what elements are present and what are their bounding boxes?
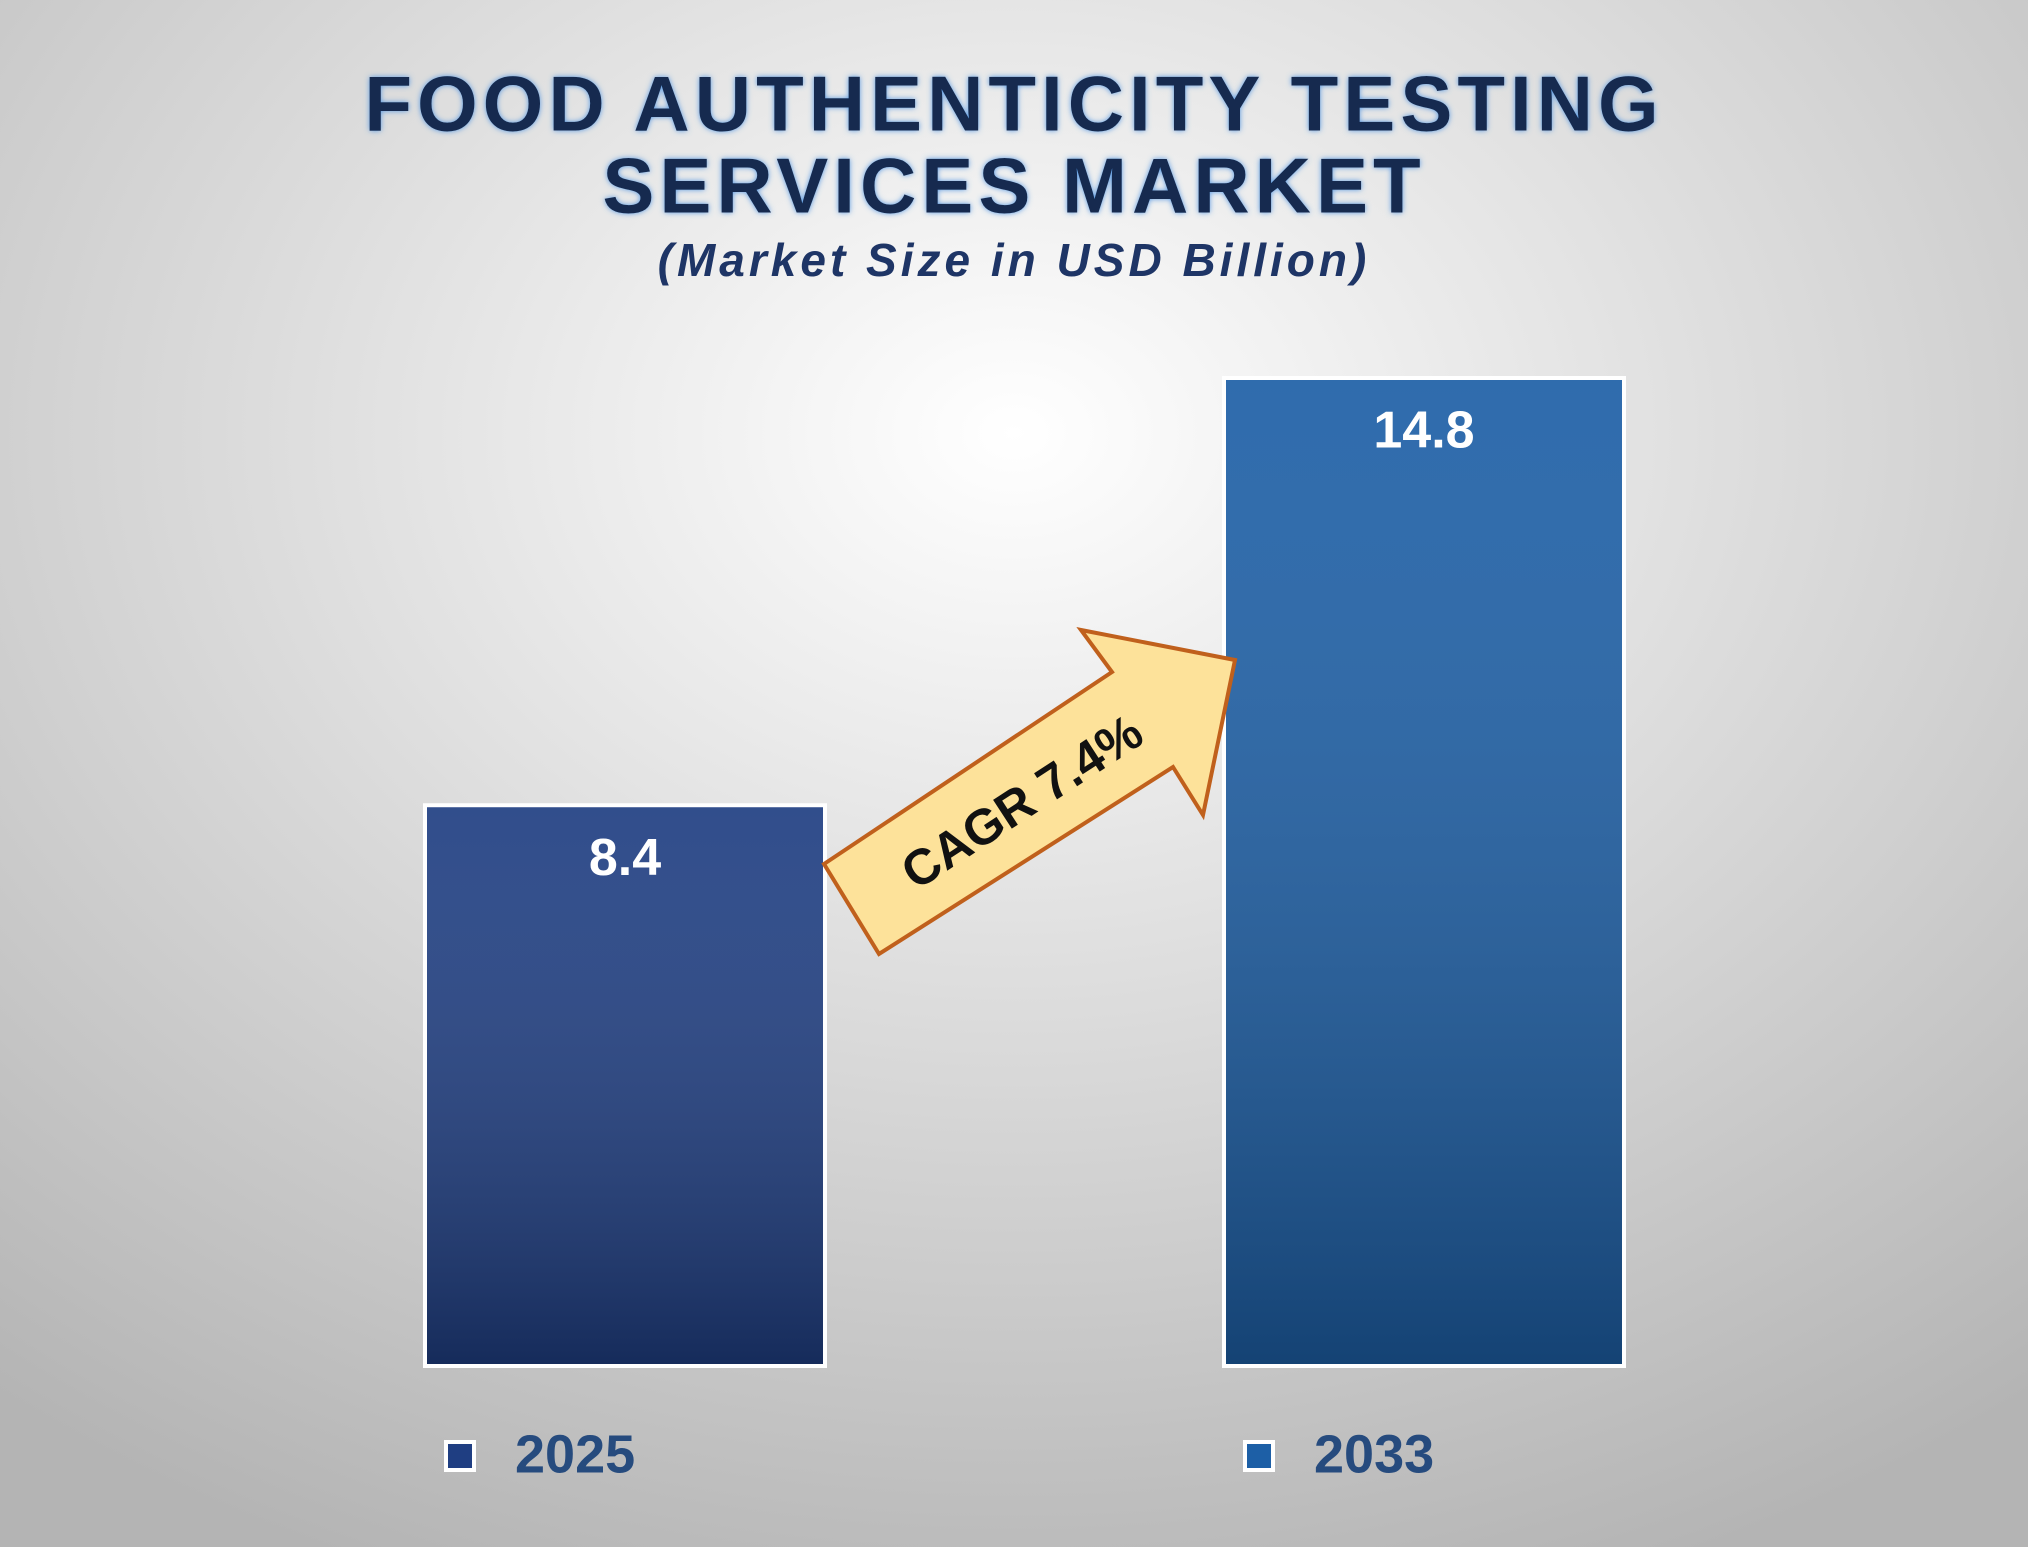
legend-label: 2025 [515,1424,635,1484]
bar-shade [1226,380,1622,1364]
legend-swatch [1243,1440,1275,1472]
legend-label: 2033 [1314,1424,1434,1484]
chart-title: FOOD AUTHENTICITY TESTING [364,60,1663,148]
value-label: 14.8 [1373,402,1474,460]
value-label: 8.4 [589,829,661,887]
bar-shade [427,807,823,1364]
chart-subtitle: (Market Size in USD Billion) [658,234,1371,286]
arrow-shape [821,627,1238,957]
legend-swatch [444,1440,476,1472]
chart-title: SERVICES MARKET [602,142,1425,230]
